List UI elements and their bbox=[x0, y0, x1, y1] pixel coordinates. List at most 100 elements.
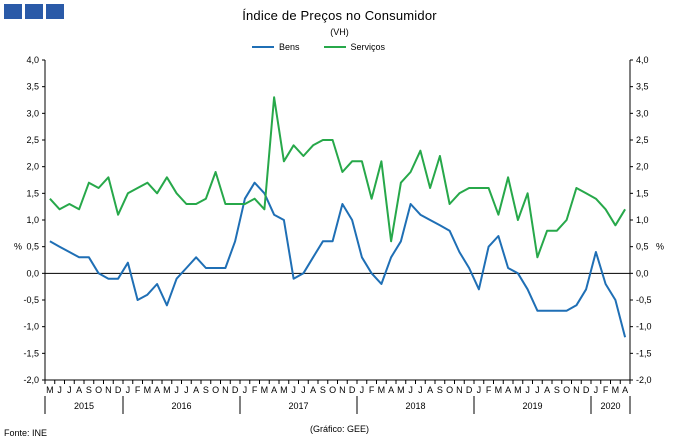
x-tick-label-year: 2018 bbox=[405, 401, 425, 411]
x-tick-label-month: D bbox=[115, 385, 122, 395]
x-tick-label-month: N bbox=[222, 385, 229, 395]
legend: Bens Serviços bbox=[252, 42, 405, 52]
x-tick-label-month: J bbox=[301, 385, 306, 395]
x-tick-label-month: J bbox=[535, 385, 540, 395]
x-tick-label-month: A bbox=[76, 385, 82, 395]
x-tick-label-month: S bbox=[320, 385, 326, 395]
x-tick-label-month: D bbox=[466, 385, 473, 395]
y-tick-label-left: -0,5 bbox=[23, 295, 39, 305]
y-tick-label-left: 0,0 bbox=[26, 268, 39, 278]
x-tick-label-month: D bbox=[349, 385, 356, 395]
x-tick-label-month: A bbox=[154, 385, 160, 395]
x-tick-label-month: J bbox=[418, 385, 423, 395]
x-tick-label-month: J bbox=[126, 385, 131, 395]
legend-item-servicos: Serviços bbox=[323, 42, 385, 52]
x-tick-label-month: J bbox=[67, 385, 72, 395]
x-tick-label-month: M bbox=[46, 385, 54, 395]
x-tick-label-month: N bbox=[456, 385, 463, 395]
x-tick-label-month: J bbox=[174, 385, 179, 395]
y-tick-label-right: 1,5 bbox=[636, 188, 649, 198]
x-tick-label-month: N bbox=[573, 385, 580, 395]
x-tick-label-month: A bbox=[622, 385, 628, 395]
logo-block bbox=[46, 4, 64, 19]
y-tick-label-right: 1,0 bbox=[636, 215, 649, 225]
x-tick-label-year: 2015 bbox=[74, 401, 94, 411]
x-tick-label-year: 2016 bbox=[171, 401, 191, 411]
x-tick-label-month: O bbox=[212, 385, 219, 395]
x-tick-label-year: 2020 bbox=[600, 401, 620, 411]
y-tick-label-left: 1,0 bbox=[26, 215, 39, 225]
x-tick-label-month: N bbox=[105, 385, 112, 395]
y-tick-label-left: 2,5 bbox=[26, 135, 39, 145]
x-tick-label-month: M bbox=[397, 385, 405, 395]
y-tick-label-right: 0,0 bbox=[636, 268, 649, 278]
x-tick-label-month: A bbox=[388, 385, 394, 395]
x-tick-label-month: N bbox=[339, 385, 346, 395]
x-tick-label-month: J bbox=[184, 385, 189, 395]
x-tick-label-month: M bbox=[261, 385, 269, 395]
y-tick-label-left: 3,5 bbox=[26, 82, 39, 92]
y-tick-label-right: 2,5 bbox=[636, 135, 649, 145]
y-tick-label-left: 4,0 bbox=[26, 55, 39, 65]
y-tick-label-right: -2,0 bbox=[636, 375, 652, 385]
x-tick-label-month: J bbox=[291, 385, 296, 395]
y-tick-label-right: 4,0 bbox=[636, 55, 649, 65]
y-tick-label-left: 1,5 bbox=[26, 188, 39, 198]
y-tick-label-left: 0,5 bbox=[26, 242, 39, 252]
x-tick-label-month: M bbox=[378, 385, 386, 395]
x-tick-label-month: F bbox=[252, 385, 258, 395]
x-tick-label-month: S bbox=[554, 385, 560, 395]
logo-block bbox=[4, 4, 22, 19]
y-tick-label-left: 3,0 bbox=[26, 108, 39, 118]
series-line-bens bbox=[49, 181, 627, 338]
x-tick-label-month: M bbox=[514, 385, 522, 395]
x-tick-label-year: 2017 bbox=[288, 401, 308, 411]
chart-subtitle: (VH) bbox=[330, 27, 349, 37]
x-tick-label-month: A bbox=[271, 385, 277, 395]
y-tick-label-right: -1,0 bbox=[636, 322, 652, 332]
x-tick-label-month: J bbox=[477, 385, 482, 395]
x-tick-label-year: 2019 bbox=[522, 401, 542, 411]
x-tick-label-month: A bbox=[505, 385, 511, 395]
x-tick-label-month: M bbox=[144, 385, 152, 395]
y-tick-label-right: 0,5 bbox=[636, 242, 649, 252]
chart-title: Índice de Preços no Consumidor bbox=[242, 8, 437, 23]
x-tick-label-month: D bbox=[583, 385, 590, 395]
legend-label-bens: Bens bbox=[279, 42, 300, 52]
x-tick-label-month: J bbox=[360, 385, 365, 395]
x-tick-label-month: F bbox=[135, 385, 141, 395]
x-tick-label-month: F bbox=[369, 385, 375, 395]
x-tick-label-month: O bbox=[95, 385, 102, 395]
y-tick-label-right: 3,5 bbox=[636, 82, 649, 92]
x-tick-label-month: M bbox=[280, 385, 288, 395]
legend-swatch-servicos bbox=[323, 46, 346, 48]
x-tick-label-month: A bbox=[193, 385, 199, 395]
x-tick-label-month: O bbox=[329, 385, 336, 395]
y-axis-label-right: % bbox=[656, 242, 664, 252]
x-tick-label-month: S bbox=[203, 385, 209, 395]
x-tick-label-month: O bbox=[563, 385, 570, 395]
chart-credit: (Gráfico: GEE) bbox=[309, 424, 369, 434]
x-tick-label-month: J bbox=[594, 385, 599, 395]
series-line-servicos bbox=[49, 96, 626, 259]
legend-item-bens: Bens bbox=[252, 42, 300, 52]
x-tick-label-month: S bbox=[437, 385, 443, 395]
y-axis-label-left: % bbox=[14, 242, 22, 252]
x-tick-label-month: A bbox=[427, 385, 433, 395]
y-tick-label-right: 3,0 bbox=[636, 108, 649, 118]
y-tick-label-left: -2,0 bbox=[23, 375, 39, 385]
y-tick-label-right: 2,0 bbox=[636, 162, 649, 172]
y-tick-label-left: -1,0 bbox=[23, 322, 39, 332]
x-tick-label-month: A bbox=[310, 385, 316, 395]
x-tick-label-month: J bbox=[408, 385, 413, 395]
x-tick-label-month: M bbox=[163, 385, 171, 395]
x-tick-label-month: M bbox=[495, 385, 503, 395]
x-tick-label-month: J bbox=[243, 385, 248, 395]
x-tick-label-month: F bbox=[603, 385, 609, 395]
x-tick-label-month: D bbox=[232, 385, 239, 395]
legend-swatch-bens bbox=[252, 46, 274, 48]
y-tick-label-right: -0,5 bbox=[636, 295, 652, 305]
x-tick-label-month: F bbox=[486, 385, 492, 395]
logo-block bbox=[25, 4, 43, 19]
